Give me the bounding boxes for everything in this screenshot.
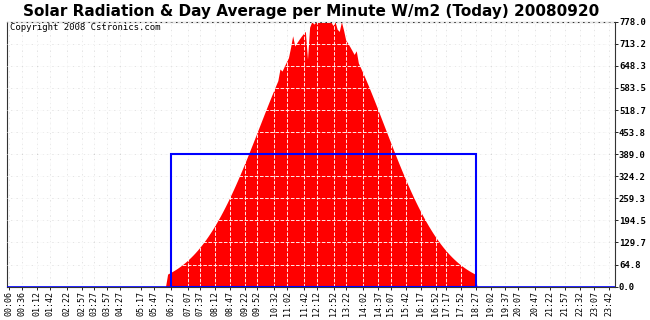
Text: Copyright 2008 Cstronics.com: Copyright 2008 Cstronics.com xyxy=(10,23,160,32)
Title: Solar Radiation & Day Average per Minute W/m2 (Today) 20080920: Solar Radiation & Day Average per Minute… xyxy=(23,4,599,19)
Bar xyxy=(170,154,476,287)
